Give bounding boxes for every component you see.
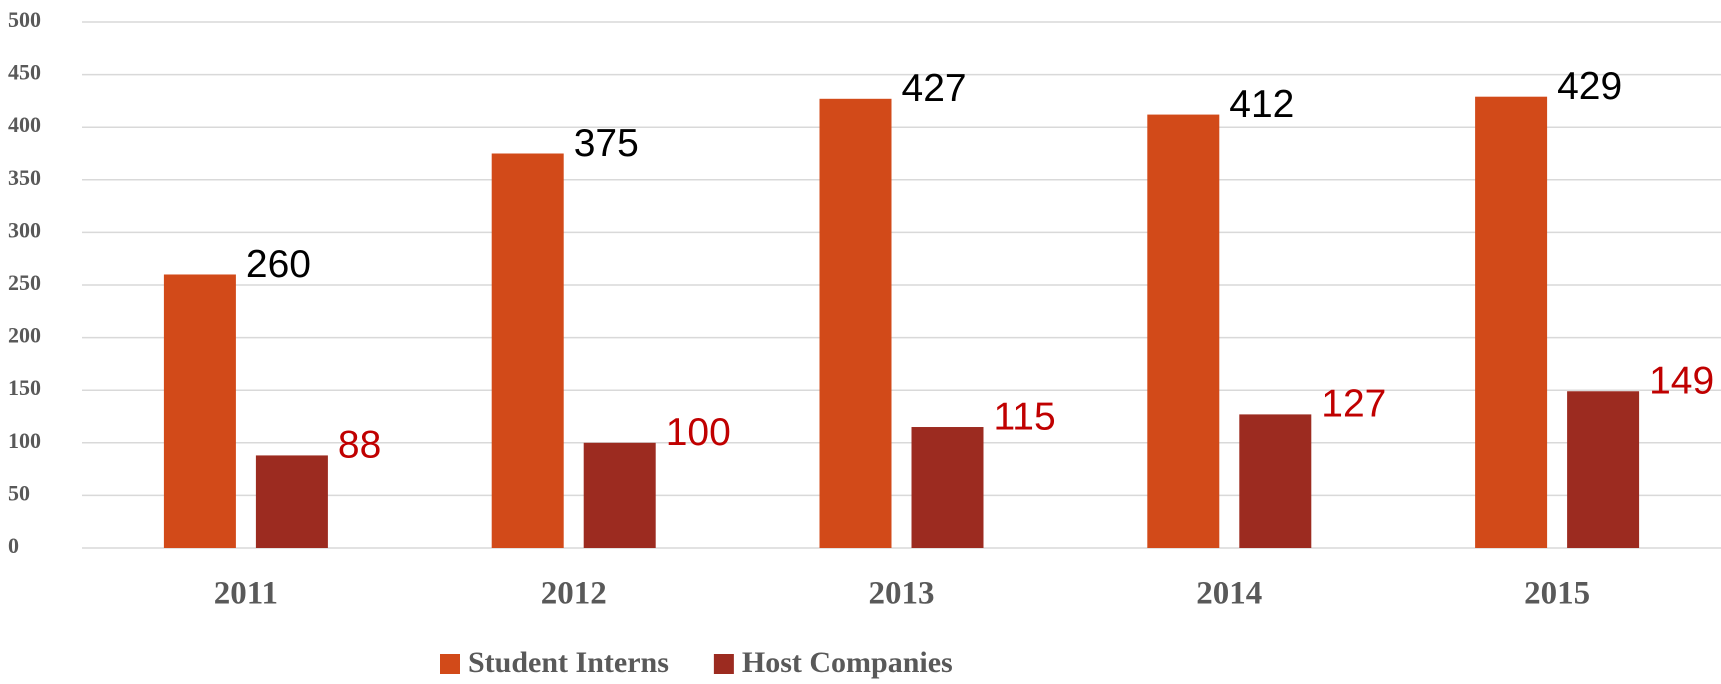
bar <box>255 455 328 548</box>
bar <box>1567 391 1640 548</box>
data-label: 115 <box>994 395 1056 438</box>
bar <box>911 427 984 548</box>
y-tick-label: 250 <box>8 270 41 295</box>
bar <box>583 442 656 548</box>
bar <box>1147 114 1220 549</box>
y-tick-label: 350 <box>8 165 41 190</box>
bar <box>491 153 564 548</box>
data-label: 127 <box>1321 383 1386 426</box>
y-tick-label: 300 <box>8 217 41 242</box>
legend-label: Student Interns <box>468 646 669 679</box>
y-tick-label: 450 <box>8 60 41 85</box>
legend-swatch <box>713 654 734 674</box>
legend-swatch <box>440 654 460 674</box>
data-label: 429 <box>1557 65 1622 108</box>
bar <box>163 274 236 548</box>
y-tick-label: 0 <box>8 533 19 558</box>
x-tick-label: 2014 <box>1196 576 1262 612</box>
data-label: 427 <box>902 67 967 110</box>
legend-label: Host Companies <box>742 646 953 679</box>
y-tick-label: 200 <box>8 323 41 348</box>
bar <box>1475 96 1548 548</box>
x-tick-label: 2011 <box>214 576 278 612</box>
bar <box>1239 414 1312 548</box>
x-tick-label: 2012 <box>541 576 607 612</box>
y-tick-label: 400 <box>8 112 41 137</box>
y-tick-label: 500 <box>8 7 41 32</box>
data-label: 100 <box>666 411 731 454</box>
data-label: 260 <box>246 243 311 286</box>
data-label: 88 <box>338 424 381 467</box>
data-label: 149 <box>1649 360 1714 403</box>
bar <box>819 98 892 549</box>
data-label: 412 <box>1229 83 1294 126</box>
y-tick-label: 50 <box>8 480 30 505</box>
y-tick-label: 150 <box>8 375 41 400</box>
x-tick-label: 2013 <box>869 576 935 612</box>
data-label: 375 <box>574 122 639 165</box>
x-tick-label: 2015 <box>1524 576 1590 612</box>
y-tick-label: 100 <box>8 428 41 453</box>
